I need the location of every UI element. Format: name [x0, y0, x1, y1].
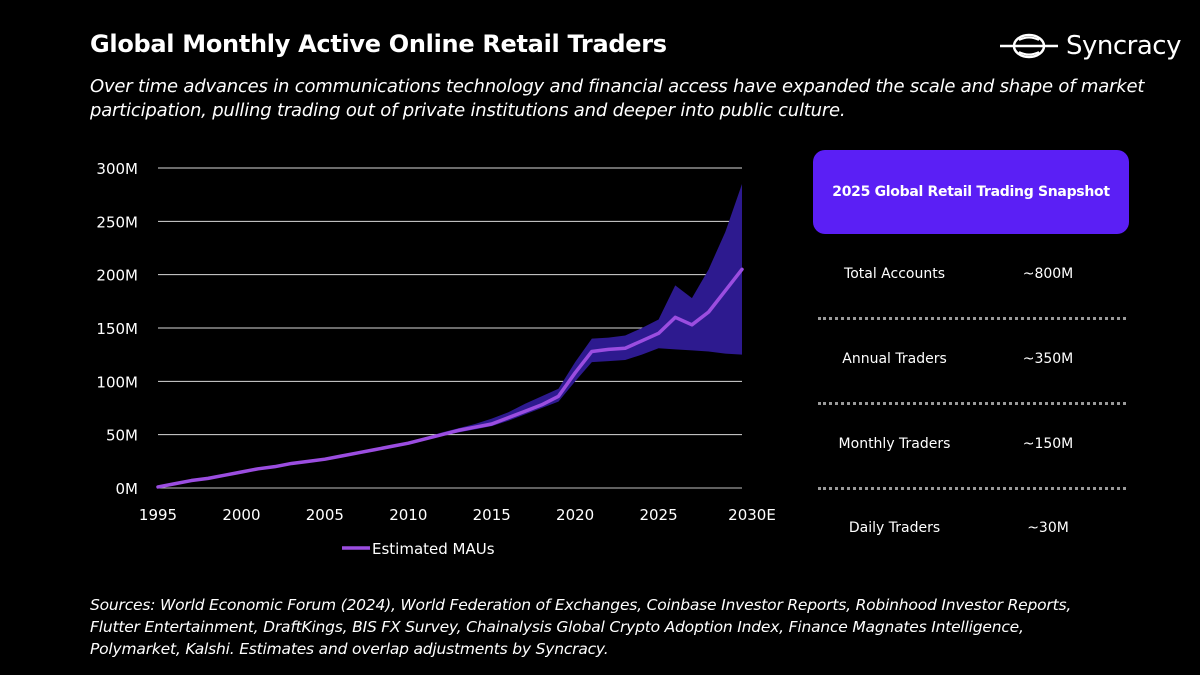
y-tick-label: 100M — [96, 373, 138, 391]
x-tick-label: 2020 — [556, 506, 594, 524]
x-tick-label: 2000 — [222, 506, 260, 524]
sources-note: Sources: World Economic Forum (2024), Wo… — [90, 596, 1072, 658]
stat-label: Monthly Traders — [838, 436, 951, 452]
stat-row-daily-traders: Daily Traders ~30M — [818, 520, 1128, 550]
x-tick-label: 2005 — [306, 506, 344, 524]
legend-label: Estimated MAUs — [372, 540, 495, 558]
x-tick-label: 2025 — [639, 506, 677, 524]
snapshot-divider — [818, 487, 1126, 490]
snapshot-divider — [818, 317, 1126, 320]
snapshot-header: 2025 Global Retail Trading Snapshot — [813, 150, 1129, 234]
y-tick-label: 250M — [96, 213, 138, 231]
stat-label: Annual Traders — [842, 351, 947, 367]
y-tick-label: 150M — [96, 320, 138, 338]
stat-row-annual-traders: Annual Traders ~350M — [818, 351, 1128, 381]
snapshot-divider — [818, 402, 1126, 405]
y-tick-label: 200M — [96, 267, 138, 285]
stat-row-total-accounts: Total Accounts ~800M — [818, 266, 1128, 296]
mau-line-chart: 0M 50M 100M 150M 200M 250M 300M 1995 2000 2005 201… — [96, 160, 776, 558]
chart-subtitle: Over time advances in communications tec… — [90, 76, 1145, 121]
stat-label: Total Accounts — [844, 266, 945, 282]
stat-label: Daily Traders — [848, 520, 941, 536]
series-line-estimated-maus — [156, 267, 744, 489]
syncracy-logo: Syncracy — [1000, 30, 1181, 62]
logo-wordmark: Syncracy — [1066, 31, 1181, 61]
stat-value: ~30M — [1027, 520, 1069, 536]
syncracy-logo-icon — [1000, 33, 1058, 59]
x-tick-label: 2010 — [389, 506, 427, 524]
uncertainty-band — [158, 184, 742, 487]
x-tick-label: 1995 — [139, 506, 177, 524]
y-tick-label: 0M — [116, 480, 139, 498]
stat-value: ~150M — [1022, 436, 1074, 452]
y-tick-label: 300M — [96, 160, 138, 178]
x-tick-label: 2030E — [728, 506, 776, 524]
stat-value: ~800M — [1022, 266, 1074, 282]
stat-row-monthly-traders: Monthly Traders ~150M — [818, 436, 1128, 466]
stat-value: ~350M — [1022, 351, 1074, 367]
snapshot-title: 2025 Global Retail Trading Snapshot — [832, 184, 1110, 200]
chart-title: Global Monthly Active Online Retail Trad… — [90, 30, 667, 58]
x-tick-label: 2015 — [473, 506, 511, 524]
y-tick-label: 50M — [106, 427, 138, 445]
